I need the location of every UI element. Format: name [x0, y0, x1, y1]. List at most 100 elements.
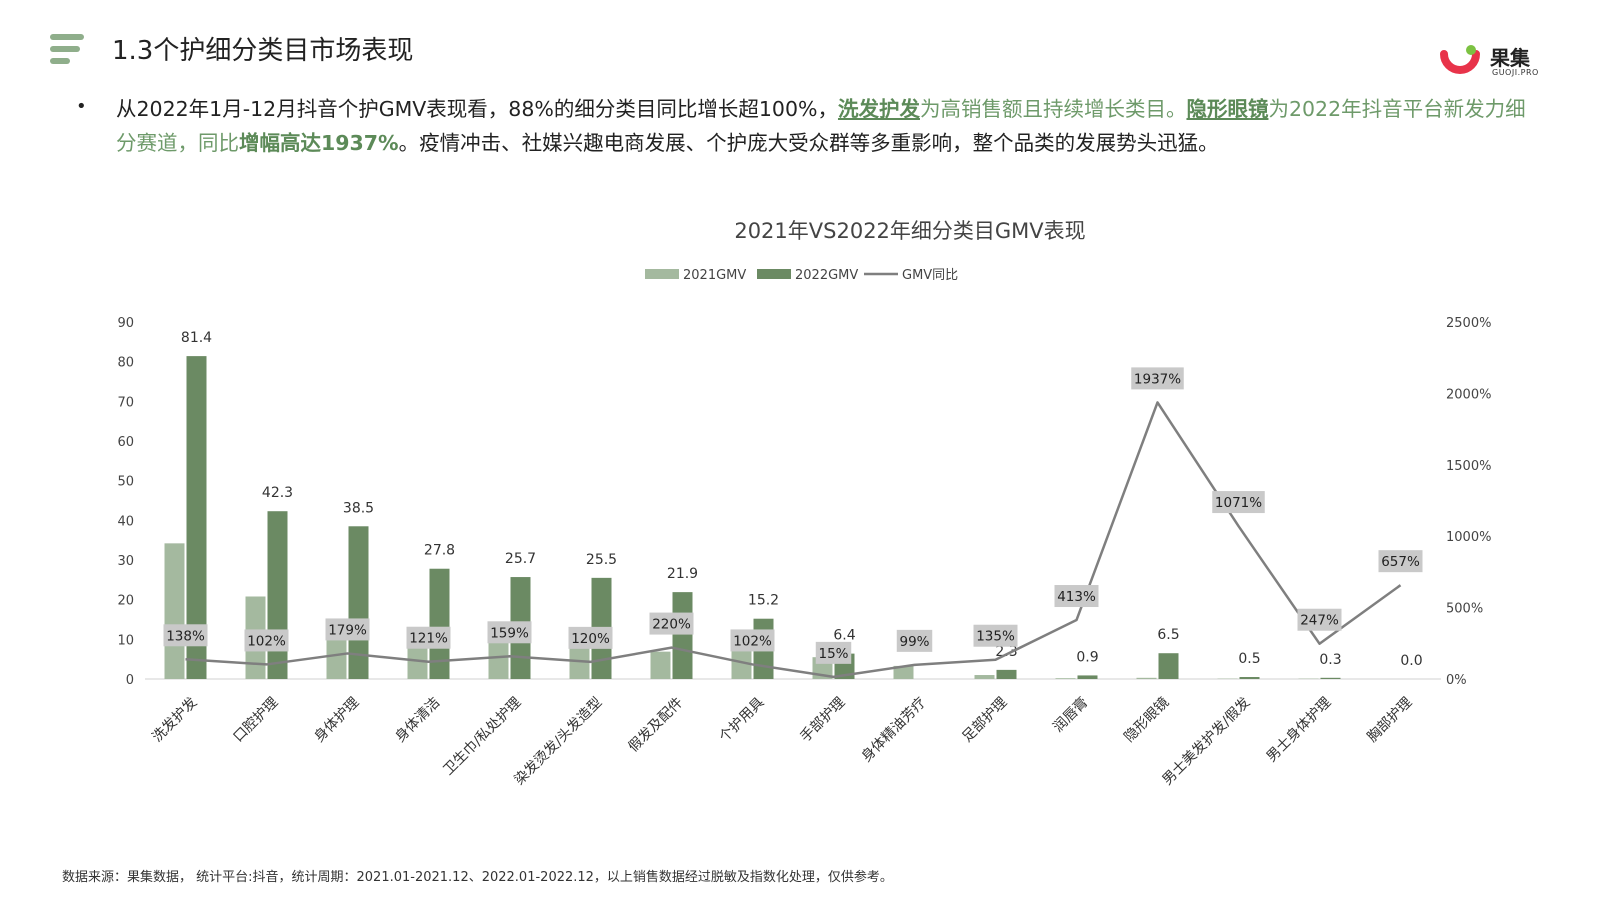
line-label-box — [568, 626, 613, 649]
bar-2022-10 — [996, 669, 1017, 679]
chart-title: 2021年VS2022年细分类目GMV表现 — [734, 219, 1085, 243]
bar-data-label: 6.4 — [833, 628, 855, 644]
bar-data-label: 0.0 — [1400, 653, 1422, 669]
bar-2021-12 — [1136, 677, 1157, 679]
legend-swatch-2021GMV — [645, 269, 679, 279]
bar-2022-11 — [1077, 675, 1098, 679]
menu-icon[interactable] — [50, 34, 84, 64]
bar-2022-1 — [267, 511, 288, 679]
line-label-box — [244, 629, 289, 652]
y-left-tick-label: 70 — [117, 395, 134, 410]
data-source-note: 数据来源：果集数据， 统计平台:抖音，统计周期：2021.01-2021.12、… — [62, 870, 893, 885]
bar-data-label: 6.5 — [1157, 627, 1179, 643]
line-label-box — [325, 618, 370, 641]
y-left-tick-label: 30 — [117, 554, 134, 569]
y-left-tick-label: 10 — [117, 633, 134, 648]
bar-data-label: 25.5 — [586, 552, 617, 568]
bar-data-label: 81.4 — [181, 330, 212, 346]
bar-2022-14 — [1320, 677, 1341, 679]
bar-2021-0 — [164, 543, 185, 679]
summary-text: 从2022年1月-12月抖音个护GMV表现看，88%的细分类目同比增长超100%… — [116, 97, 838, 121]
x-category-label: 隐形眼镜 — [1121, 695, 1172, 746]
yoy-line — [185, 401, 1402, 679]
x-category-label: 假发及配件 — [626, 695, 687, 756]
line-data-label: 102% — [733, 633, 772, 649]
bar-data-label: 42.3 — [262, 485, 293, 501]
x-category-label: 男士身体护理 — [1264, 695, 1335, 766]
x-category-label: 身体精油芳疗 — [858, 694, 929, 765]
y-left-tick-label: 20 — [117, 594, 134, 609]
line-label-box — [163, 624, 208, 647]
legend-label: 2022GMV — [795, 268, 858, 283]
bar-data-label: 27.8 — [424, 543, 455, 559]
line-data-label: 99% — [899, 634, 929, 650]
summary-text-end: 。疫情冲击、社媒兴趣电商发展、个护庞大受众群等多重影响，整个品类的发展势头迅猛。 — [398, 131, 1219, 155]
line-data-label: 120% — [571, 631, 610, 647]
line-data-label: 15% — [818, 646, 848, 662]
line-data-label: 179% — [328, 622, 367, 638]
x-category-label: 个护用具 — [716, 695, 767, 746]
guoji-logo-icon — [1440, 45, 1480, 74]
bar-2021-10 — [974, 675, 995, 679]
x-category-label: 男士美发护发/假发 — [1159, 695, 1253, 789]
highlight-growth: 增幅高达1937% — [239, 131, 399, 155]
bar-2021-9 — [893, 665, 914, 679]
summary-text-green-2: 为2022年抖音平台新发力细分赛道，同比 — [116, 97, 1526, 155]
bar-2021-4 — [488, 639, 509, 679]
line-label-box — [973, 624, 1018, 647]
line-label-box — [815, 641, 852, 664]
bar-2021-11 — [1055, 678, 1076, 679]
x-category-label: 卫生巾/私处护理 — [440, 695, 524, 779]
line-label-box — [1212, 491, 1265, 514]
line-data-label: 102% — [247, 633, 286, 649]
line-label-box — [1378, 550, 1423, 573]
line-label-box — [649, 612, 694, 635]
page-title: 1.3个护细分类目市场表现 — [112, 36, 414, 66]
bullet-marker: • — [76, 96, 87, 117]
line-data-label: 247% — [1300, 613, 1339, 629]
y-left-tick-label: 60 — [117, 435, 134, 450]
bar-2022-0 — [186, 356, 207, 679]
x-category-label: 身体清洁 — [392, 695, 443, 746]
line-data-label: 159% — [490, 625, 529, 641]
y-right-tick-label: 1500% — [1446, 459, 1491, 474]
x-category-label: 胸部护理 — [1364, 695, 1415, 746]
bar-2022-2 — [348, 526, 369, 679]
bar-data-label: 0.9 — [1076, 649, 1098, 665]
summary-paragraph: 从2022年1月-12月抖音个护GMV表现看，88%的细分类目同比增长超100%… — [116, 92, 1536, 160]
bar-2022-13 — [1239, 677, 1260, 679]
bar-data-label: 38.5 — [343, 500, 374, 516]
line-data-label: 121% — [409, 631, 448, 647]
summary-text-green: 为高销售额且持续增长类目。 — [919, 97, 1187, 121]
line-label-box — [1131, 367, 1184, 390]
bar-2022-6 — [672, 592, 693, 679]
line-data-label: 1071% — [1215, 495, 1262, 511]
line-label-box — [1054, 585, 1099, 608]
logo-subtext: GUOJI.PRO — [1492, 68, 1539, 77]
line-data-label: 220% — [652, 617, 691, 633]
line-label-box — [896, 629, 933, 652]
x-category-label: 润唇膏 — [1050, 694, 1092, 736]
x-category-label: 足部护理 — [959, 695, 1010, 746]
line-data-label: 1937% — [1134, 371, 1181, 387]
x-category-label: 手部护理 — [797, 695, 848, 746]
y-right-tick-label: 1000% — [1446, 530, 1491, 545]
line-data-label: 135% — [976, 629, 1015, 645]
bar-2021-6 — [650, 651, 671, 679]
line-data-label: 138% — [166, 628, 205, 644]
x-category-label: 染发烫发/头发造型 — [511, 695, 605, 789]
y-right-tick-label: 0% — [1446, 673, 1467, 688]
bar-data-label: 0.3 — [1319, 652, 1341, 668]
y-right-tick-label: 2500% — [1446, 316, 1491, 331]
line-data-label: 657% — [1381, 554, 1420, 570]
bar-2022-3 — [429, 568, 450, 679]
y-left-tick-label: 50 — [117, 475, 134, 490]
line-label-box — [406, 626, 451, 649]
x-category-label: 身体护理 — [311, 695, 362, 746]
highlight-contact-lens: 隐形眼镜 — [1186, 97, 1269, 121]
bar-2022-12 — [1158, 653, 1179, 679]
highlight-shampoo: 洗发护发 — [837, 97, 920, 121]
legend-swatch-2022GMV — [757, 269, 791, 279]
x-category-label: 口腔护理 — [230, 695, 281, 746]
